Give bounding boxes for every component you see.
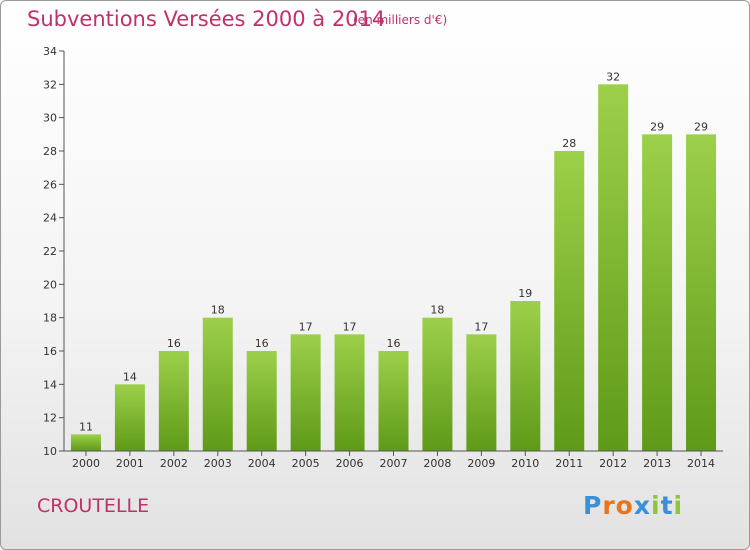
y-tick-label: 18 [43, 312, 57, 325]
x-tick-label: 2005 [292, 457, 320, 470]
y-axis-ticks: 10 12 14 16 18 20 22 24 26 28 30 32 34 [43, 45, 64, 458]
x-axis-ticks: 2000 2001 2002 2003 2004 2005 2006 2007 2008 2009… [72, 451, 715, 470]
bar [158, 351, 189, 451]
logo-letter: i [651, 491, 661, 520]
y-tick-label: 12 [43, 412, 57, 425]
y-tick-label: 14 [43, 378, 57, 391]
logo-letter: o [615, 491, 634, 520]
x-tick-label: 2001 [116, 457, 144, 470]
x-tick-label: 2010 [511, 457, 539, 470]
y-tick-label: 30 [43, 112, 57, 125]
x-tick-label: 2004 [248, 457, 276, 470]
data-label: 11 [79, 420, 93, 433]
bar [70, 434, 101, 451]
data-label: 29 [694, 120, 708, 133]
logo-letter: i [673, 491, 684, 520]
x-tick-label: 2000 [72, 457, 100, 470]
data-label: 17 [474, 320, 488, 333]
bar [598, 84, 629, 451]
bar [510, 301, 541, 451]
y-tick-label: 16 [43, 345, 57, 358]
x-tick-label: 2011 [555, 457, 583, 470]
data-label: 32 [606, 70, 620, 83]
data-label: 17 [343, 320, 357, 333]
y-tick-label: 28 [43, 145, 57, 158]
logo-letter: r [602, 491, 616, 520]
chart-subtitle: (en milliers d'€) [353, 13, 448, 27]
bar [334, 334, 365, 451]
x-tick-label: 2012 [599, 457, 627, 470]
data-label: 17 [299, 320, 313, 333]
data-label: 18 [211, 304, 225, 317]
data-labels: 11 14 16 18 16 17 17 16 18 17 19 28 32 29 29 [79, 70, 708, 433]
data-label: 19 [518, 287, 532, 300]
x-tick-label: 2014 [687, 457, 715, 470]
bar [686, 134, 717, 452]
y-tick-label: 34 [43, 45, 57, 58]
bar [554, 151, 585, 451]
data-label: 28 [562, 137, 576, 150]
data-label: 18 [430, 304, 444, 317]
bar [378, 351, 409, 451]
y-tick-label: 24 [43, 212, 57, 225]
bar [114, 384, 145, 451]
y-tick-label: 22 [43, 245, 57, 258]
bar [466, 334, 497, 451]
x-tick-label: 2002 [160, 457, 188, 470]
logo-letter: P [583, 491, 603, 520]
bar [642, 134, 673, 452]
x-tick-label: 2007 [380, 457, 408, 470]
proxiti-logo: Proxiti [583, 491, 683, 520]
commune-name: CROUTELLE [37, 495, 150, 517]
bar [422, 317, 453, 451]
logo-letter: x [633, 491, 651, 520]
chart-title: Subventions Versées 2000 à 2014 [27, 7, 386, 31]
x-tick-label: 2009 [467, 457, 495, 470]
bar [246, 351, 277, 451]
bar [202, 317, 233, 451]
y-tick-label: 10 [43, 445, 57, 458]
data-label: 16 [167, 337, 181, 350]
data-label: 16 [255, 337, 269, 350]
x-tick-label: 2006 [336, 457, 364, 470]
data-label: 16 [387, 337, 401, 350]
y-tick-label: 26 [43, 178, 57, 191]
x-tick-label: 2008 [423, 457, 451, 470]
data-label: 29 [650, 120, 664, 133]
data-label: 14 [123, 370, 137, 383]
y-tick-label: 20 [43, 278, 57, 291]
bar [290, 334, 321, 451]
x-tick-label: 2003 [204, 457, 232, 470]
x-tick-label: 2013 [643, 457, 671, 470]
logo-letter: t [660, 491, 674, 520]
bars [70, 84, 717, 452]
y-tick-label: 32 [43, 78, 57, 91]
